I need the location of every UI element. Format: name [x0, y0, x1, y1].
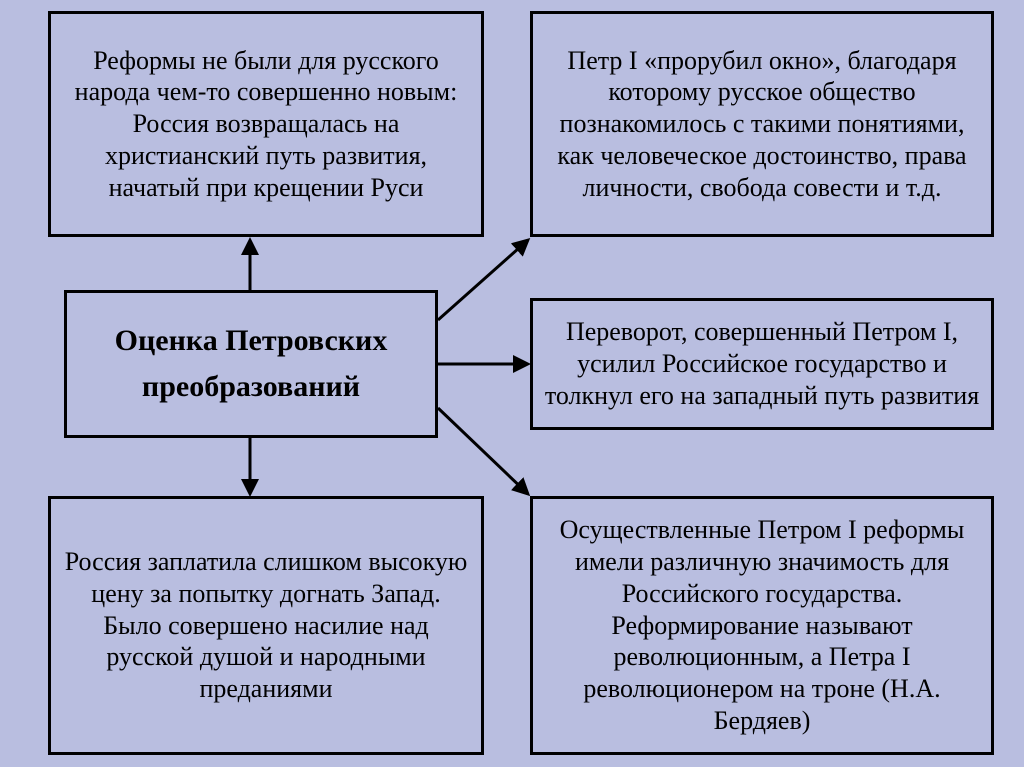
node-top-right: Петр I «прорубил окно», благодаря которо…: [530, 11, 994, 237]
node-mid-right: Переворот, совершенный Петром I, усилил …: [530, 298, 994, 430]
central-text: Оценка Петровских преобразований: [77, 318, 425, 411]
node-bottom-right: Осуществленные Петром I реформы имели ра…: [530, 496, 994, 755]
node-top-left-text: Реформы не были для русского народа чем-…: [61, 45, 471, 204]
node-top-left: Реформы не были для русского народа чем-…: [48, 11, 484, 237]
node-bottom-right-text: Осуществленные Петром I реформы имели ра…: [543, 514, 981, 736]
node-top-right-text: Петр I «прорубил окно», благодаря которо…: [543, 45, 981, 204]
central-box: Оценка Петровских преобразований: [64, 290, 438, 438]
node-mid-right-text: Переворот, совершенный Петром I, усилил …: [543, 316, 981, 411]
node-bottom-left: Россия заплатила слишком высокую цену за…: [48, 496, 484, 755]
node-bottom-left-text: Россия заплатила слишком высокую цену за…: [61, 546, 471, 705]
